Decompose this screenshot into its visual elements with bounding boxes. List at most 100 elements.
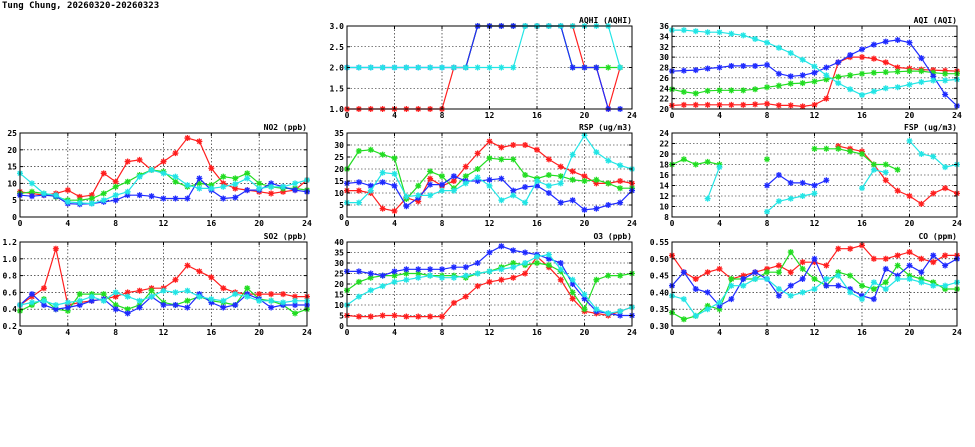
data-point [581,173,588,180]
x-tick-label: 24 [627,219,637,228]
data-point [148,193,155,200]
data-point [196,138,203,145]
data-point [474,270,481,277]
data-point [764,275,770,282]
data-point [148,166,155,173]
data-point [593,306,600,313]
data-point [172,173,179,180]
data-point [728,101,735,108]
data-point [859,282,865,289]
data-point [882,265,889,272]
y-tick-label: 5 [12,196,17,205]
data-point [704,306,711,313]
data-point [716,87,723,94]
data-point [906,249,913,256]
data-point [918,151,925,157]
data-point [367,64,374,71]
data-point [498,144,505,151]
y-tick-label: 0.55 [650,238,669,247]
data-point [906,272,913,279]
data-point [415,198,422,205]
x-tick-label: 16 [532,328,542,337]
y-tick-label: 0 [339,322,344,331]
data-point [403,64,410,71]
y-tick-label: 20 [659,105,669,114]
data-point [557,266,564,273]
data-point [787,73,794,80]
data-point [196,293,203,300]
data-point [40,297,47,304]
data-point [617,308,624,315]
data-point [124,192,131,199]
data-point [740,275,747,282]
data-point [942,282,949,289]
data-point [847,289,854,296]
data-point [930,153,937,160]
data-point [569,289,576,296]
data-point [88,293,95,300]
data-point [367,274,374,281]
data-point [522,142,529,148]
data-point [704,158,711,165]
data-point [439,173,445,180]
data-point [930,259,937,266]
data-point [918,200,925,207]
data-point [220,183,227,190]
data-point [870,166,877,173]
data-point [184,195,191,202]
data-point [450,299,457,306]
data-point [680,27,687,34]
data-point [870,296,877,303]
data-point [823,64,830,71]
y-tick-label: 24 [659,129,669,138]
data-point [112,293,119,300]
data-point [184,304,191,311]
data-point [220,297,227,304]
data-point [811,63,818,70]
data-point [716,64,723,71]
data-point [859,70,865,77]
y-tick-label: 3.0 [330,22,345,31]
x-tick-label: 20 [905,328,915,337]
data-point [859,46,865,53]
data-point [391,182,398,189]
data-point [474,64,481,71]
data-point [545,172,552,178]
data-point [268,183,275,190]
x-tick-label: 16 [857,219,867,228]
data-point [462,293,469,300]
data-point [427,168,434,175]
data-point [605,310,612,317]
series-green [669,68,960,97]
data-point [930,252,937,259]
data-point [391,268,398,275]
data-point [28,180,35,187]
data-point [593,180,600,187]
data-point [859,185,865,192]
data-point [244,285,251,292]
data-point [124,289,131,296]
data-point [870,286,877,293]
data-point [498,266,505,273]
data-point [379,179,386,186]
data-point [391,64,398,71]
data-point [692,90,699,97]
series-blue [344,243,635,319]
data-point [557,260,564,266]
data-point [256,291,263,298]
data-point [581,295,588,302]
data-point [510,64,517,71]
data-point [775,286,782,293]
x-tick-label: 4 [65,328,70,337]
series-blue [764,172,830,189]
data-point [427,313,434,320]
data-point [764,39,770,46]
y-tick-label: 0.6 [3,288,18,297]
data-point [823,72,830,79]
data-point [486,176,493,183]
y-tick-label: 22 [659,95,669,104]
data-point [355,313,362,320]
data-point [184,135,191,142]
y-tick-label: 5 [339,201,344,210]
data-point [124,306,131,313]
